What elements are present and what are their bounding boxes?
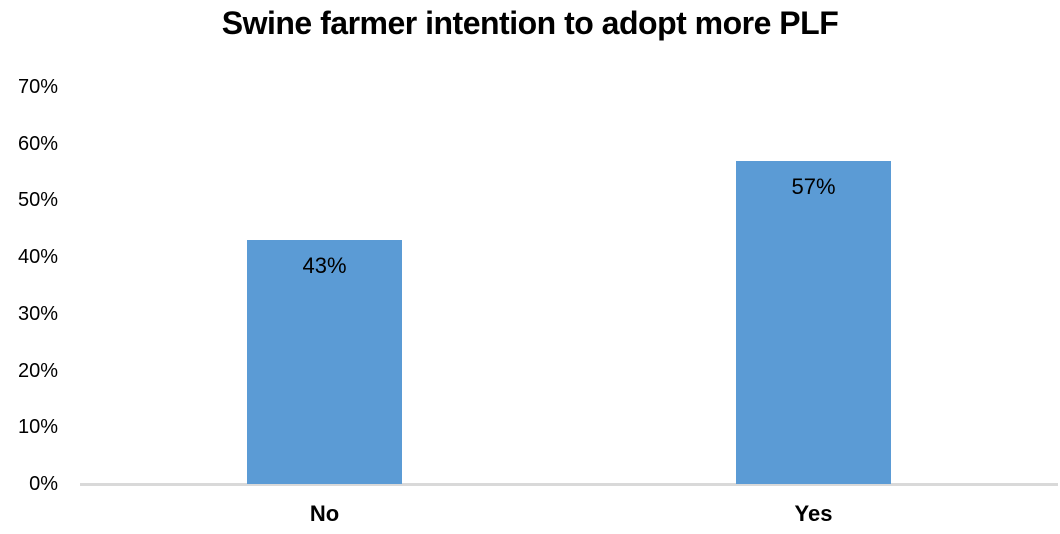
y-axis-tick-label: 10% [17, 416, 58, 439]
y-axis-tick-label: 70% [17, 76, 58, 98]
x-axis-category-label: Yes [794, 501, 833, 526]
y-axis-tick-label: 60% [17, 132, 58, 155]
y-axis-tick-label: 30% [17, 302, 58, 325]
y-axis-tick-label: 0% [29, 473, 58, 495]
y-axis-tick-label: 50% [17, 189, 58, 212]
chart-title: Swine farmer intention to adopt more PLF [221, 5, 839, 41]
bar-value-label: 57% [791, 173, 836, 199]
bar-value-label: 43% [302, 253, 347, 279]
bar-yes: 57% [736, 160, 891, 484]
x-axis-category-label: No [309, 501, 340, 526]
bar-no: 43% [247, 240, 402, 484]
y-axis-tick-label: 40% [17, 246, 58, 269]
x-axis-line [80, 483, 1058, 486]
y-axis-tick-label: 20% [17, 359, 58, 382]
